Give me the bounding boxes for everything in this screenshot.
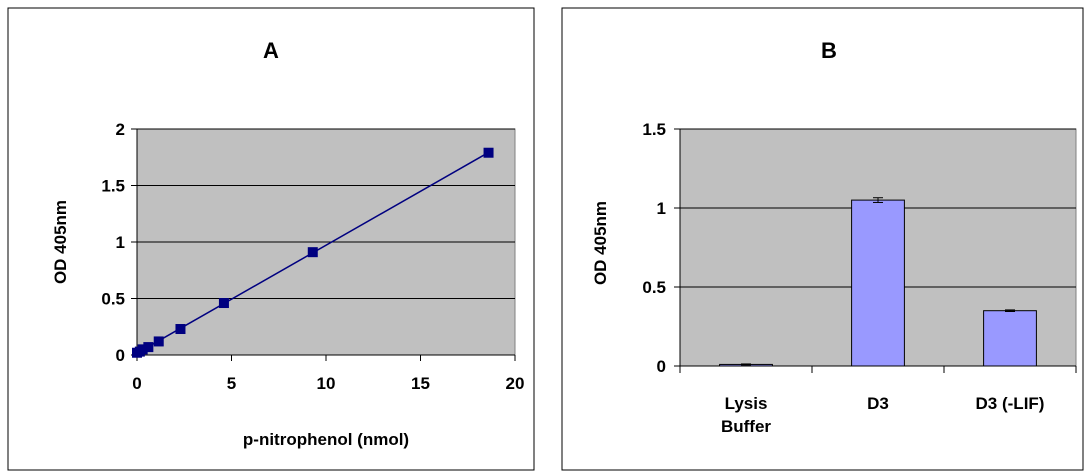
chart-a: A 00.511.520 5 10 15 20 p-nitrophenol (nmol)…: [7, 7, 535, 471]
chart-b: B 0 0.5 1 1.5 Lysis Buffer D3 D3 (-LIF) OD 405n…: [561, 7, 1084, 471]
chart-a-y-axis-label: OD 405nm: [51, 200, 70, 284]
chart-b-bar: [851, 199, 905, 367]
chart-a-point: [218, 298, 229, 309]
chart-b-y-tick-label: 0.5: [642, 278, 666, 297]
chart-a-x-tick-label: 20: [506, 374, 525, 393]
chart-a-x-tick-label: 10: [317, 374, 336, 393]
chart-b-y-axis-label: OD 405nm: [591, 201, 610, 285]
chart-a-title: A: [263, 38, 279, 63]
chart-a-x-tick-label: 0: [132, 374, 141, 393]
chart-a-point: [137, 344, 148, 355]
chart-a-point: [483, 147, 494, 158]
chart-b-y-tick-label: 1.5: [642, 120, 666, 139]
chart-b-bar: [983, 310, 1037, 367]
chart-b-title: B: [821, 38, 837, 63]
chart-a-y-tick-label: 1: [116, 233, 125, 252]
chart-a-x-tick-label: 5: [227, 374, 236, 393]
chart-a-point: [175, 324, 186, 335]
chart-b-y-tick-label: 1: [657, 199, 666, 218]
chart-b-category-label: D3 (-LIF): [976, 394, 1045, 413]
chart-a-y-tick-label: 1.5: [101, 177, 125, 196]
chart-a-y-tick-label: 0: [116, 346, 125, 365]
chart-a-y-tick-label: 0.5: [101, 290, 125, 309]
chart-a-y-tick-label: 2: [116, 120, 125, 139]
chart-a-point: [143, 342, 154, 353]
chart-b-category-label: Lysis: [725, 394, 768, 413]
chart-a-x-axis-label: p-nitrophenol (nmol): [243, 430, 409, 449]
chart-b-category-label: D3: [867, 394, 889, 413]
chart-b-category-label: Buffer: [721, 417, 771, 436]
chart-a-point: [153, 336, 164, 347]
chart-a-x-tick-label: 15: [411, 374, 430, 393]
chart-b-y-tick-label: 0: [657, 357, 666, 376]
chart-a-point: [307, 247, 318, 258]
